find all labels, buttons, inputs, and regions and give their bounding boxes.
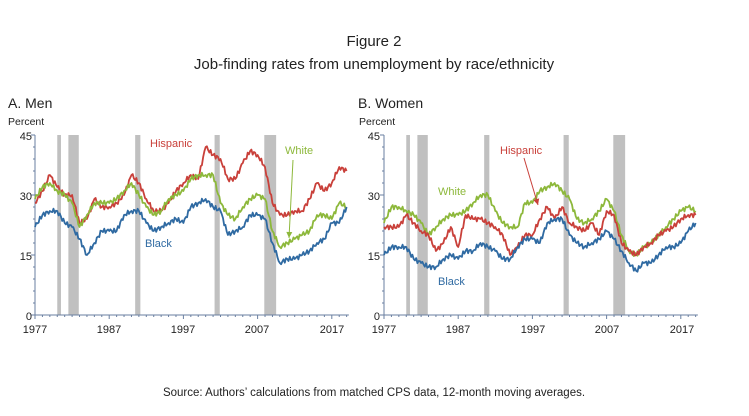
series-line-hispanic [34, 145, 348, 226]
x-tick-label: 2017 [320, 324, 344, 336]
y-tick-label: 15 [368, 251, 380, 263]
x-tick-label: 1977 [372, 324, 396, 336]
series-label-black: Black [438, 276, 465, 288]
annotation-arrow [288, 159, 294, 239]
x-tick-label: 2007 [595, 324, 619, 336]
y-tick-label: 15 [20, 251, 32, 263]
arrowhead-icon [533, 198, 540, 205]
series-label-white: White [438, 186, 466, 198]
panel-men: A. Men Percent Hispanic White Black 45 3… [8, 95, 349, 336]
y-tick-label: 30 [368, 191, 380, 203]
series-line-black [383, 216, 697, 273]
recession-band [406, 135, 410, 315]
y-tick-label: 0 [374, 311, 380, 323]
x-tick-label: 1997 [521, 324, 545, 336]
y-tick-label: 30 [20, 191, 32, 203]
recession-band [57, 135, 61, 315]
recession-band [563, 135, 569, 315]
x-tick-label: 1987 [97, 324, 121, 336]
x-tick-label: 1997 [171, 324, 195, 336]
y-tick-label: 45 [368, 131, 380, 143]
recession-band [68, 135, 79, 315]
series-label-hispanic: Hispanic [150, 138, 193, 150]
series-label-black: Black [145, 238, 172, 250]
arrowhead-icon [286, 231, 293, 238]
plot-area [31, 134, 349, 319]
figure-title: Job-finding rates from unemployment by r… [194, 56, 555, 73]
figure-label: Figure 2 [346, 33, 401, 50]
recession-band [135, 135, 141, 315]
y-tick-label: 0 [26, 311, 32, 323]
x-tick-label: 2007 [245, 324, 269, 336]
y-tick-label: 45 [20, 131, 32, 143]
series-label-white: White [285, 145, 313, 157]
recession-band [214, 135, 220, 315]
x-tick-label: 1977 [23, 324, 47, 336]
y-axis-label: Percent [359, 116, 395, 128]
series-label-hispanic: Hispanic [500, 145, 543, 157]
x-tick-label: 2017 [670, 324, 694, 336]
x-tick-label: 1987 [446, 324, 470, 336]
series-line-hispanic [383, 205, 697, 257]
annotation-arrow [523, 157, 539, 206]
series-line-white [34, 171, 348, 250]
panel-title: A. Men [8, 95, 52, 111]
plot-area [380, 134, 698, 319]
y-axis-label: Percent [8, 116, 44, 128]
series-line-black [34, 197, 348, 266]
panel-title: B. Women [358, 95, 423, 111]
panel-women: B. Women Percent White Hispanic Black 45… [358, 95, 698, 336]
source-note: Source: Authors’ calculations from match… [163, 387, 585, 399]
